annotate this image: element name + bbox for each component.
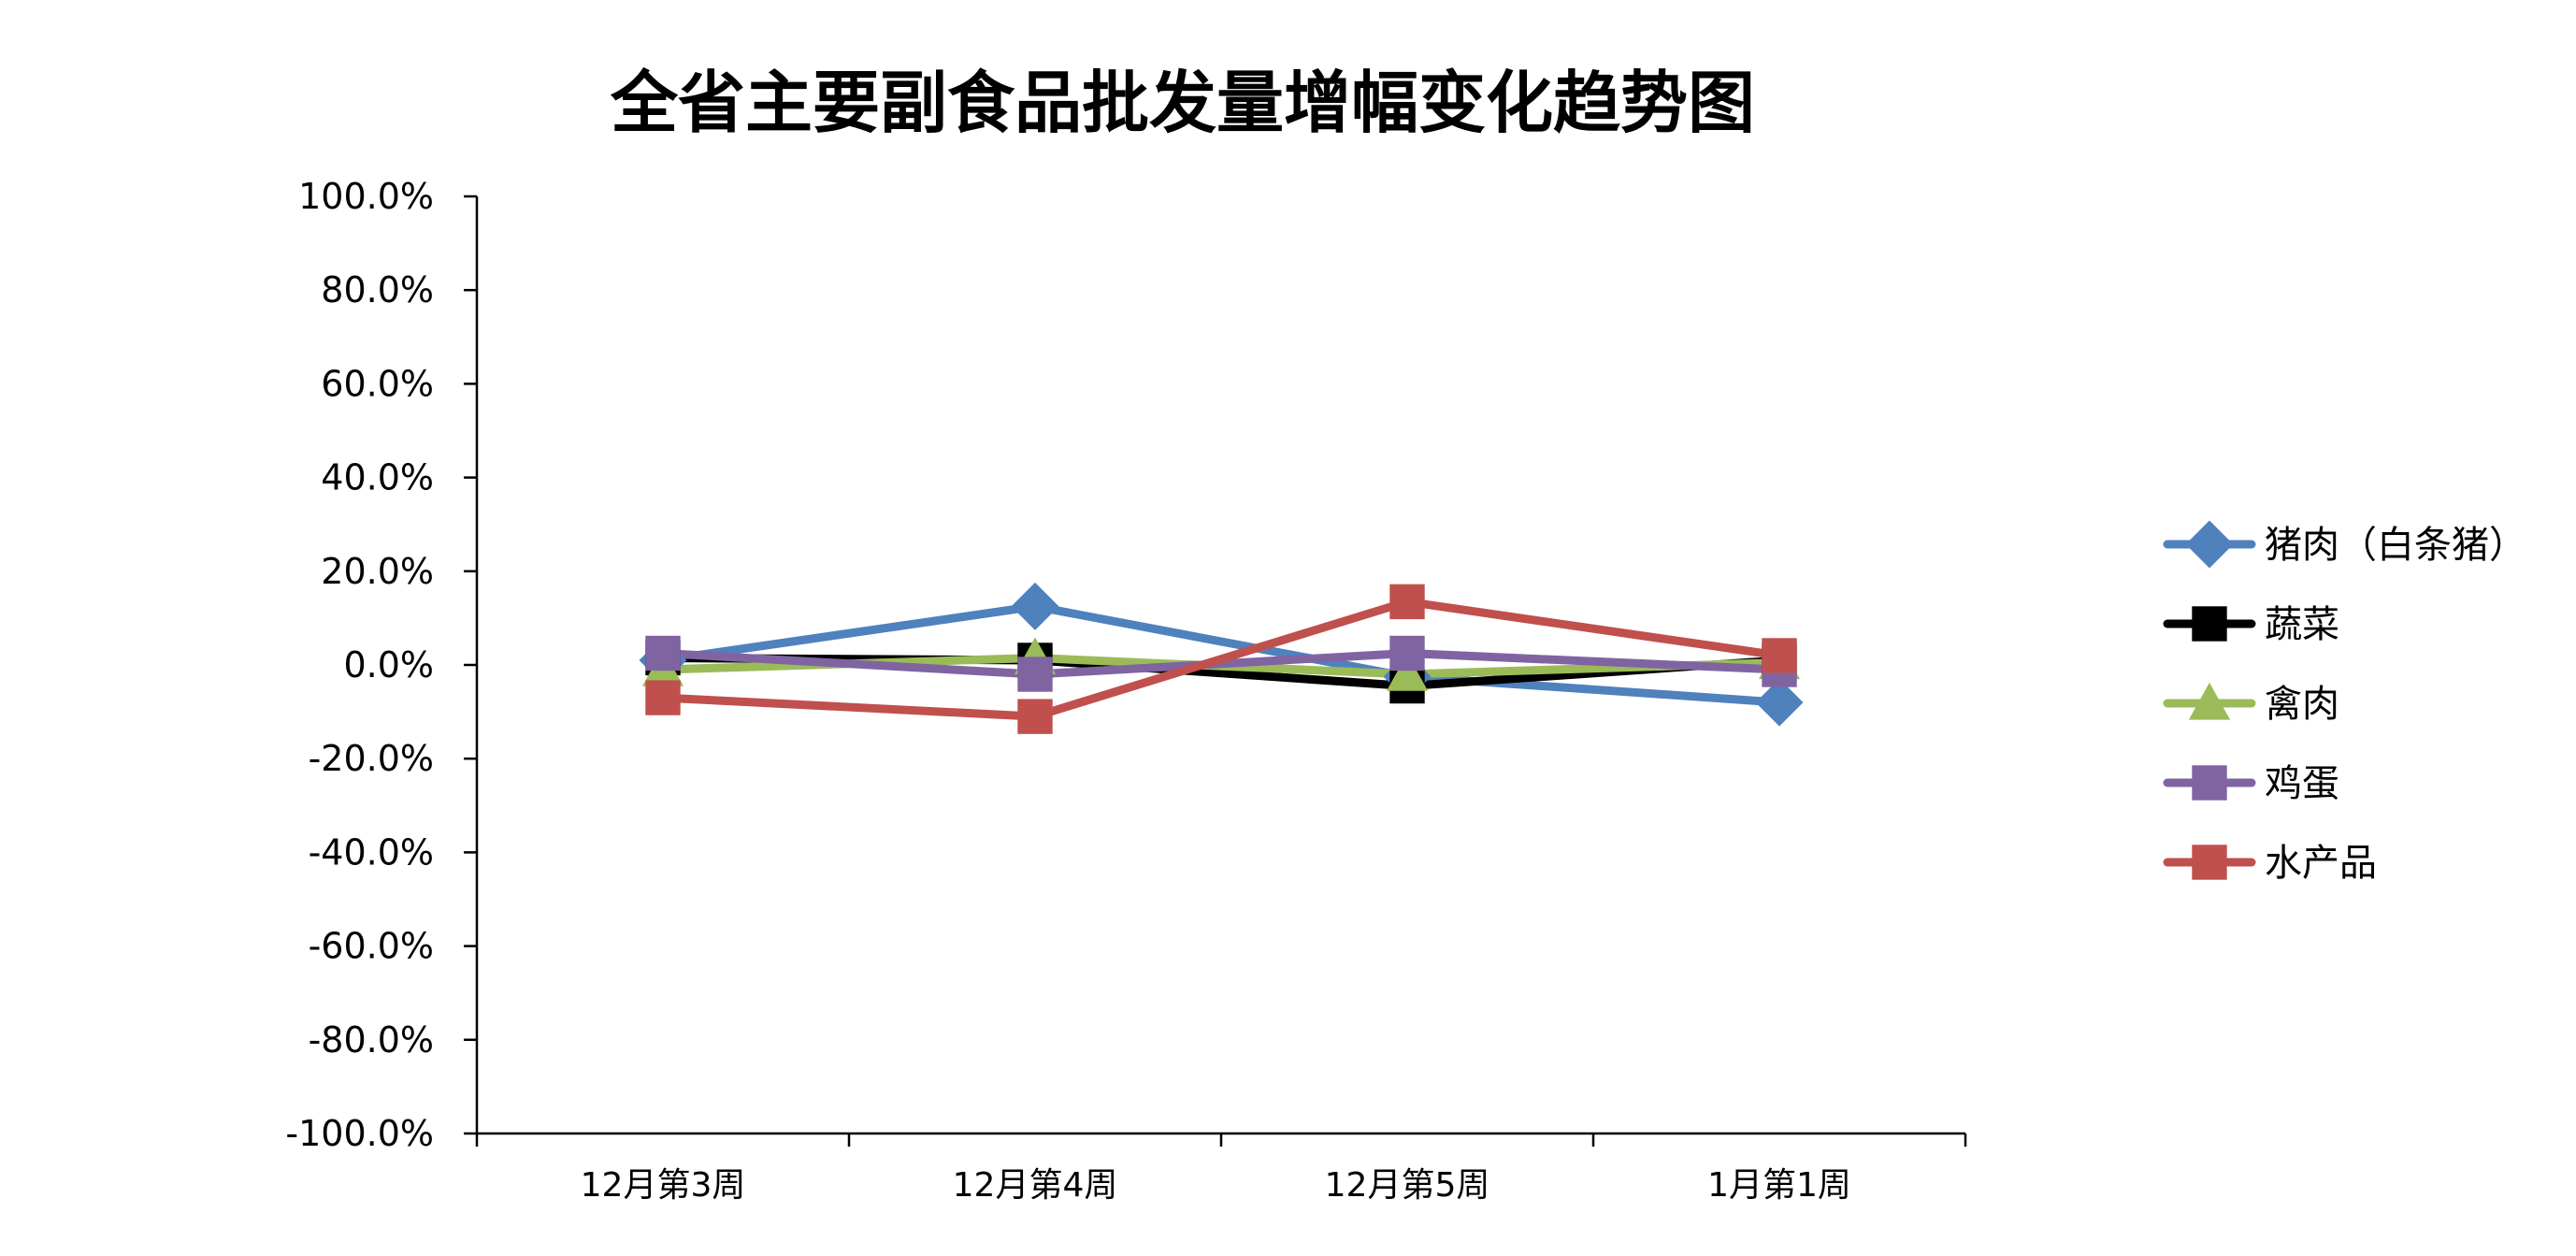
legend-item: 蔬菜 xyxy=(2163,603,2339,646)
legend-item: 鸡蛋 xyxy=(2163,762,2339,805)
data-point-4-3 xyxy=(1762,638,1797,673)
x-tick-label: 12月第5周 xyxy=(1325,1166,1490,1205)
legend-label: 禽肉 xyxy=(2265,683,2339,726)
y-tick-label: -40.0% xyxy=(309,831,434,873)
legend-item: 水产品 xyxy=(2163,842,2377,885)
y-tick-label: 0.0% xyxy=(343,644,434,686)
y-tick-label: -20.0% xyxy=(309,738,434,779)
legend-item: 猪肉（白条猪） xyxy=(2163,520,2526,569)
axes: 100.0% 80.0% 60.0% 40.0% 20.0% 0.0% -20.0% -40.… xyxy=(285,176,1967,1205)
data-point-2-2 xyxy=(1386,653,1429,691)
x-tick-label: 12月第4周 xyxy=(953,1166,1118,1205)
y-tick-label: -80.0% xyxy=(309,1019,434,1061)
data-point-4-2 xyxy=(1389,584,1425,620)
series-line-1 xyxy=(658,653,1784,691)
series-line-0 xyxy=(658,601,1784,707)
legend-label: 鸡蛋 xyxy=(2265,762,2339,805)
x-tick-label: 1月第1周 xyxy=(1707,1166,1851,1205)
y-tick-label: 40.0% xyxy=(321,457,434,498)
legend-marker xyxy=(2188,682,2231,720)
y-tick-label: -100.0% xyxy=(285,1113,434,1154)
x-tick-label: 12月第3周 xyxy=(581,1166,746,1205)
y-tick-label: 20.0% xyxy=(321,551,434,592)
data-point-4-0 xyxy=(645,680,681,715)
legend-marker xyxy=(2192,606,2227,642)
data-point-0-1 xyxy=(1011,582,1059,630)
legend-marker xyxy=(2192,765,2227,801)
chart-title: 全省主要副食品批发量增幅变化趋势图 xyxy=(610,63,1755,142)
y-tick-label: 100.0% xyxy=(298,176,434,217)
legend-marker xyxy=(2185,520,2234,569)
data-point-0-3 xyxy=(1755,678,1804,727)
series-line-3 xyxy=(658,648,1784,679)
data-point-3-1 xyxy=(1017,657,1053,692)
data-point-4-1 xyxy=(1017,699,1053,734)
data-point-3-0 xyxy=(645,635,681,671)
legend-label: 水产品 xyxy=(2265,842,2377,885)
legend-marker xyxy=(2192,845,2227,880)
series-markers xyxy=(639,582,1804,734)
y-tick-label: 80.0% xyxy=(321,269,434,310)
legend-item: 禽肉 xyxy=(2163,682,2339,726)
legend-label: 蔬菜 xyxy=(2265,603,2339,646)
y-tick-label: -60.0% xyxy=(309,926,434,967)
y-tick-label: 60.0% xyxy=(321,363,434,404)
series-line-4 xyxy=(658,597,1784,721)
series-lines xyxy=(658,597,1784,721)
data-point-3-2 xyxy=(1389,635,1425,671)
legend-label: 猪肉（白条猪） xyxy=(2265,524,2526,567)
